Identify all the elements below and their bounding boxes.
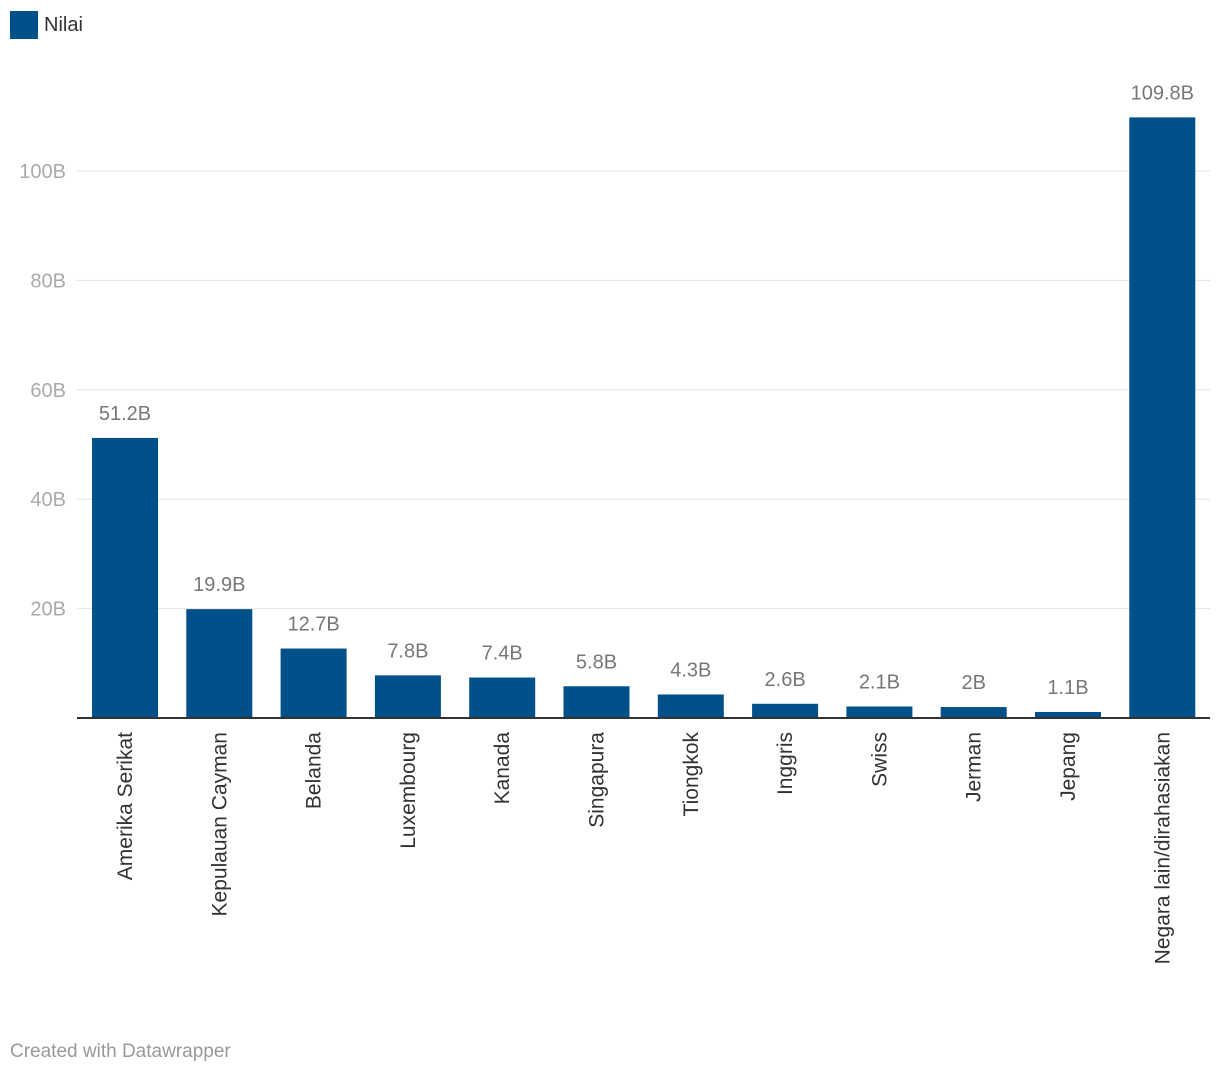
data-label: 1.1B: [1047, 677, 1088, 699]
bar: [92, 437, 158, 718]
x-category-label: Belanda: [303, 732, 326, 809]
data-label: 5.8B: [576, 651, 617, 673]
x-category-label: Kepulauan Cayman: [208, 732, 231, 916]
data-label: 109.8B: [1131, 82, 1194, 104]
x-category-label: Jepang: [1057, 732, 1080, 801]
x-category-label: Tiongkok: [680, 732, 703, 817]
bar: [846, 706, 913, 718]
bar: [752, 703, 819, 718]
x-category-label: Inggris: [774, 732, 797, 795]
legend: Nilai: [10, 10, 83, 40]
y-tick-label: 60B: [30, 380, 66, 402]
data-label: 7.8B: [387, 640, 428, 662]
bar: [374, 675, 441, 718]
data-label: 2.1B: [859, 672, 900, 694]
x-category-label: Amerika Serikat: [114, 732, 137, 880]
x-category-label: Kanada: [491, 732, 514, 805]
bar: [563, 686, 630, 718]
data-label: 4.3B: [670, 659, 711, 681]
data-label: 12.7B: [287, 614, 339, 636]
x-category-label: Swiss: [868, 732, 891, 787]
y-tick-label: 80B: [30, 270, 66, 292]
data-label: 2.6B: [765, 669, 806, 691]
x-category-label: Negara lain/dirahasiakan: [1151, 732, 1174, 964]
x-category-label: Jerman: [963, 732, 986, 802]
data-label: 7.4B: [482, 643, 523, 665]
data-label: 19.9B: [193, 574, 245, 596]
bar: [1129, 117, 1196, 719]
x-category-label: Luxembourg: [397, 732, 420, 849]
y-tick-label: 100B: [19, 161, 66, 183]
bar: [1035, 711, 1101, 718]
bar: [469, 677, 536, 718]
footer-credit: Created with Datawrapper: [10, 1041, 231, 1062]
bar: [280, 648, 347, 718]
bar: [940, 707, 1007, 718]
bar: [657, 694, 724, 718]
legend-label: Nilai: [44, 13, 83, 36]
x-category-label: Singapura: [586, 732, 609, 828]
y-tick-label: 40B: [30, 489, 66, 511]
legend-swatch: [10, 11, 38, 39]
data-label: 51.2B: [99, 403, 151, 425]
bar: [186, 609, 253, 718]
data-label: 2B: [961, 672, 985, 694]
y-tick-label: 20B: [30, 599, 66, 621]
